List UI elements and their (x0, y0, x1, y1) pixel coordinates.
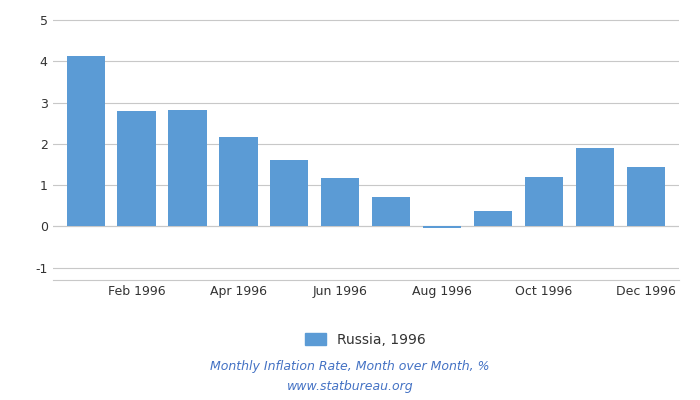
Bar (423, 226, 461, 228)
Bar (219, 136, 258, 226)
Bar (321, 178, 359, 226)
Bar (270, 160, 309, 226)
Bar (66, 56, 105, 226)
Text: www.statbureau.org: www.statbureau.org (287, 380, 413, 393)
Bar (474, 211, 512, 226)
Bar (372, 197, 410, 226)
Bar (118, 111, 155, 226)
Text: Monthly Inflation Rate, Month over Month, %: Monthly Inflation Rate, Month over Month… (210, 360, 490, 373)
Bar (169, 110, 206, 226)
Legend: Russia, 1996: Russia, 1996 (300, 327, 432, 352)
Bar (525, 176, 563, 226)
Bar (576, 148, 614, 226)
Bar (626, 167, 665, 226)
